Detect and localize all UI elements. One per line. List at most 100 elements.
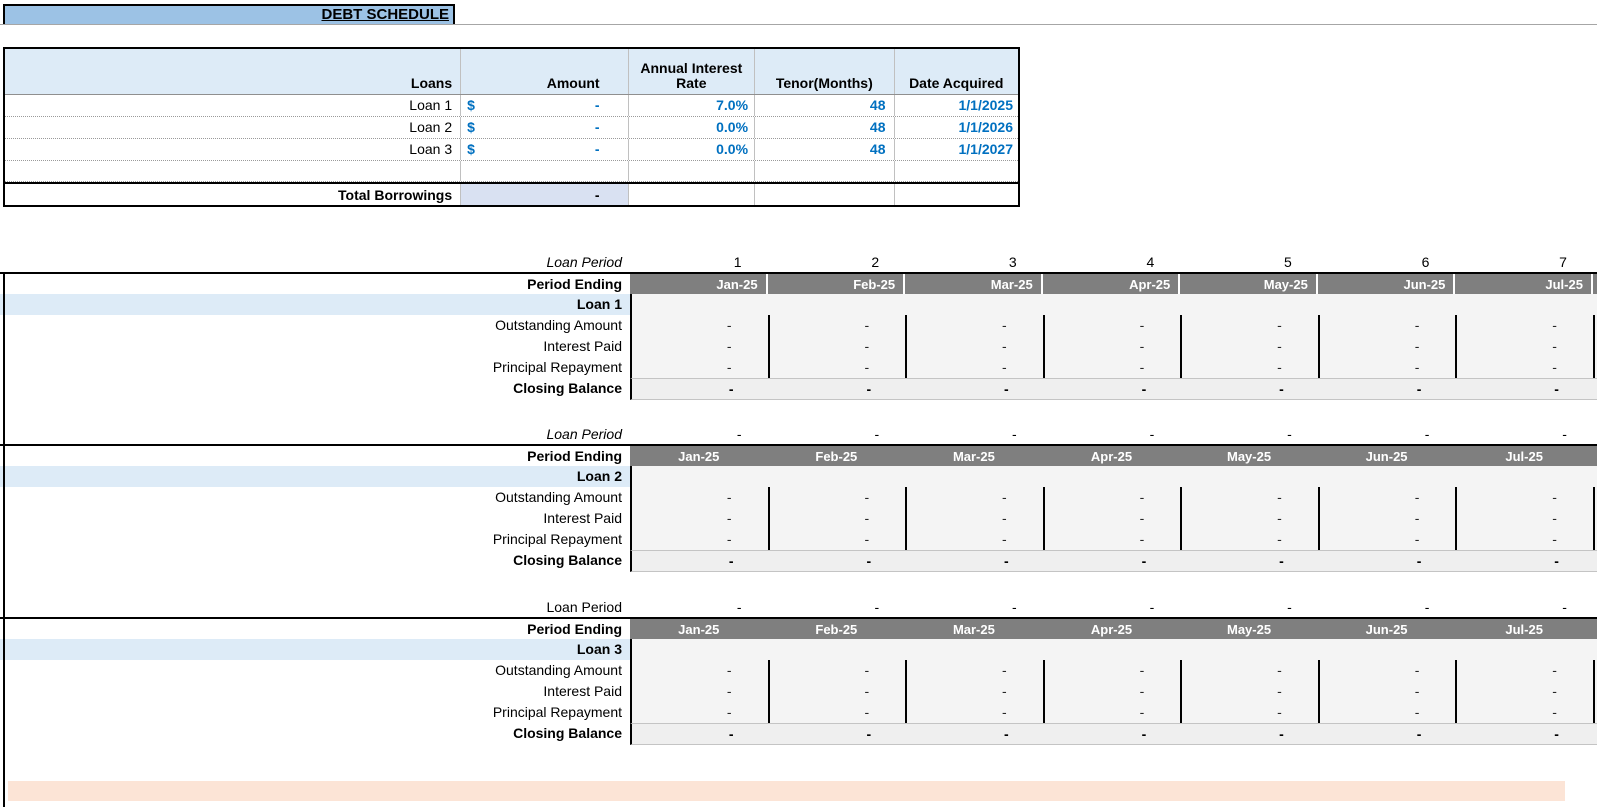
schedule-value-cell: - (770, 357, 908, 378)
schedule-row-values: ------- (630, 508, 1597, 529)
schedule-value-cell: - (1457, 357, 1595, 378)
schedule-value-cell: - (907, 529, 1045, 550)
amount-cell[interactable]: $ - (460, 117, 627, 138)
schedule-value-cell: - (907, 315, 1045, 336)
tenor-cell[interactable]: 48 (754, 117, 893, 138)
month-header-cell: Jul-25 (1505, 449, 1543, 464)
month-header-cell: Mar-25 (952, 622, 995, 637)
schedule-data-row: Interest Paid - - - - - - - (0, 681, 1597, 702)
schedule-value-cell: - (1457, 681, 1595, 702)
date-acquired-cell[interactable]: 1/1/2027 (893, 139, 1019, 160)
loan-name-cell: Loan 3 (409, 141, 453, 157)
schedule-row-label: Outstanding Amount (495, 662, 622, 678)
closing-balance-values: ------- (630, 550, 1597, 572)
schedule-value-cell: - (770, 508, 908, 529)
interest-rate-cell[interactable]: 7.0% (627, 95, 755, 116)
amount-cell[interactable]: $ - (460, 139, 627, 160)
interest-rate-cell[interactable]: 0.0% (627, 117, 755, 138)
loan-name-row: Loan 2 (0, 466, 1597, 487)
loan-name-label: Loan 1 (0, 294, 630, 315)
total-borrowings-label: Total Borrowings (338, 187, 453, 203)
schedule-value-cell: - (907, 487, 1045, 508)
month-header-cell: Jan-25 (678, 449, 720, 464)
closing-value-cell: - (866, 381, 872, 397)
schedule-value-cell: - (907, 660, 1045, 681)
schedule-row-label: Interest Paid (543, 683, 622, 699)
loans-table-header-row: Loans Amount Annual Interest Rate Tenor(… (5, 49, 1018, 95)
schedule-value-cell: - (1320, 702, 1458, 723)
schedule-value-cell: - (770, 702, 908, 723)
closing-value-cell: - (728, 726, 734, 742)
loan-period-values: ------- (630, 597, 1597, 617)
closing-balance-row: Closing Balance - - - - - - - (0, 723, 1597, 745)
loan-period-values: 1 2 3 4 5 6 7 (630, 252, 1597, 272)
closing-balance-row: Closing Balance - - - - - - - (0, 378, 1597, 400)
loan-period-values: ------- (630, 424, 1597, 444)
schedule-row-label: Interest Paid (543, 510, 622, 526)
closing-value-cell: - (1279, 726, 1284, 742)
closing-value-cell: - (866, 553, 872, 569)
amount-value: - (594, 97, 600, 113)
schedule-value-cell: - (1457, 508, 1595, 529)
period-ending-row: Period Ending Jan-25 Feb-25 Mar-25 Apr-25 May… (0, 272, 1597, 294)
schedule-value-cell: - (1457, 336, 1595, 357)
loan-name-cell: Loan 2 (409, 119, 453, 135)
closing-balance-label: Closing Balance (513, 380, 622, 396)
schedule-value-cell: - (1320, 315, 1458, 336)
schedule-value-cell: - (1320, 336, 1458, 357)
loan-period-value-cell: - (874, 599, 880, 615)
schedule-value-cell: - (770, 660, 908, 681)
schedule-value-cell: - (1457, 660, 1595, 681)
schedule-row-values: ------- (630, 681, 1597, 702)
month-header-cell: Mar-25 (952, 449, 995, 464)
month-header-band: Jan-25 Feb-25 Mar-25 Apr-25 May-25 Jun-25 Jul-… (630, 274, 1597, 294)
loan-period-value-cell: 1 (733, 254, 742, 270)
loan-name-row: Loan 1 (0, 294, 1597, 315)
loan-name-cell: Loan 1 (409, 97, 453, 113)
month-header-cell: Apr-25 (1090, 622, 1133, 637)
schedule-value-cell: - (1320, 660, 1458, 681)
bottom-highlight-strip (8, 781, 1565, 801)
schedule-row-label: Principal Repayment (492, 359, 622, 375)
loan-name-label: Loan 2 (0, 466, 630, 487)
schedule-value-cell: - (1182, 508, 1320, 529)
month-header-cell: Feb-25 (815, 449, 858, 464)
loan-period-value-cell: - (1149, 426, 1155, 442)
schedule-value-cell: - (1045, 315, 1183, 336)
schedule-row-values: ------- (630, 357, 1597, 378)
closing-value-cell: - (1004, 381, 1009, 397)
month-header-filler (1592, 619, 1597, 639)
loan-period-value-cell: - (874, 426, 880, 442)
loan-period-value-cell: 2 (871, 254, 880, 270)
closing-balance-label: Closing Balance (513, 725, 622, 741)
tenor-cell[interactable]: 48 (754, 139, 893, 160)
schedule-value-cell: - (1182, 660, 1320, 681)
tenor-cell[interactable]: 48 (754, 95, 893, 116)
loan-period-row: Loan Period 1 2 3 4 5 6 7 (0, 252, 1597, 272)
schedule-value-cell: - (1045, 508, 1183, 529)
schedule-value-cell: - (907, 681, 1045, 702)
month-header-cell: Apr-25 (1043, 274, 1181, 294)
amount-cell[interactable]: $ - (460, 95, 627, 116)
loan-name-data-band (630, 639, 1597, 660)
schedule-data-row: Principal Repayment - - - - - - - (0, 529, 1597, 550)
closing-balance-row: Closing Balance - - - - - - - (0, 550, 1597, 572)
loan-period-row: Loan Period - - - - - - - (0, 597, 1597, 617)
loan-period-value-cell: - (1012, 599, 1017, 615)
schedule-row-label: Principal Repayment (492, 531, 622, 547)
interest-rate-cell[interactable]: 0.0% (627, 139, 755, 160)
schedule-value-cell: - (770, 487, 908, 508)
total-borrowings-row: Total Borrowings - (5, 182, 1018, 205)
sheet-title: DEBT SCHEDULE (321, 6, 449, 23)
closing-balance-values: ------- (630, 723, 1597, 745)
date-acquired-cell[interactable]: 1/1/2026 (893, 117, 1019, 138)
date-acquired-cell[interactable]: 1/1/2025 (893, 95, 1019, 116)
loan-name-data-band (630, 466, 1597, 487)
schedule-row-label: Interest Paid (543, 338, 622, 354)
month-header-cell: May-25 (1226, 449, 1272, 464)
currency-symbol: $ (467, 119, 475, 135)
schedule-value-cell: - (1182, 336, 1320, 357)
loan-period-value-cell: - (1424, 599, 1430, 615)
schedule-value-cell: - (1182, 487, 1320, 508)
schedule-row-values: ------- (630, 660, 1597, 681)
